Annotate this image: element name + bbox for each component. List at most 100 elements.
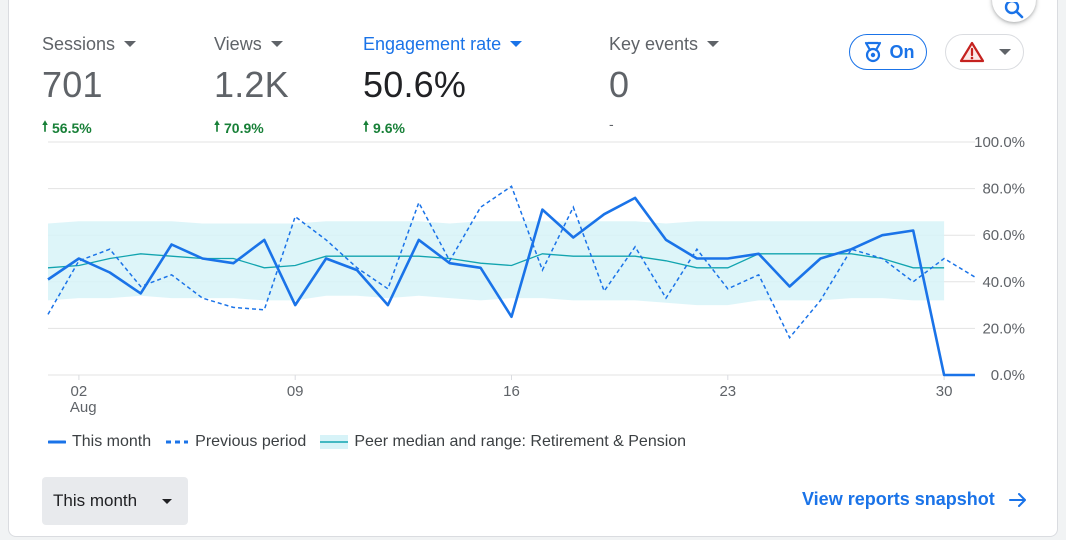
view-reports-snapshot-link[interactable]: View reports snapshot: [802, 489, 1027, 510]
previous-period-point: [77, 259, 81, 263]
previous-period-point: [201, 296, 205, 300]
legend-label: This month: [72, 433, 152, 450]
metric-views[interactable]: Views 1.2K 🠕 70.9%: [214, 32, 289, 140]
metric-label: Sessions: [42, 33, 116, 54]
peer-range-band: [48, 221, 945, 306]
x-tick-label: 30: [936, 383, 953, 400]
y-tick-label: 60.0%: [982, 227, 1025, 244]
dropdown-caret-icon: [998, 49, 1011, 55]
metric-delta-value: 70.9%: [224, 120, 264, 136]
this-month-point: [386, 303, 390, 307]
warning-menu-chip[interactable]: [945, 34, 1024, 70]
y-tick-label: 80.0%: [982, 181, 1025, 198]
metric-sessions[interactable]: Sessions 701 🠕 56.5%: [42, 32, 137, 140]
this-month-point: [911, 229, 915, 233]
x-tick-label: 09: [287, 383, 304, 400]
metric-label: Key events: [609, 33, 699, 54]
metric-delta: 🠕 9.6%: [363, 116, 522, 140]
legend-label: Peer median and range: Retirement & Pens…: [354, 433, 687, 450]
previous-period-line: [47, 185, 976, 340]
metric-delta-value: 56.5%: [52, 120, 92, 136]
previous-period-point: [788, 336, 792, 340]
this-month-point: [880, 233, 884, 237]
peer-median-line: [47, 253, 945, 269]
previous-period-point: [664, 296, 668, 300]
metric-delta-value: 9.6%: [373, 120, 405, 136]
this-month-line: [47, 196, 975, 377]
this-month-point: [973, 373, 977, 377]
legend-item-this-month[interactable]: This month: [48, 433, 151, 451]
previous-period-point: [479, 205, 483, 209]
arrow-up-icon: 🠕: [42, 118, 49, 134]
award-ribbon-icon: [864, 41, 881, 63]
arrow-up-icon: 🠕: [214, 118, 221, 134]
snapshot-link-label: View reports snapshot: [802, 489, 995, 509]
metric-delta: 🠕 70.9%: [214, 116, 289, 140]
arrow-right-icon: [1008, 492, 1026, 507]
metric-label: Views: [214, 33, 262, 54]
this-month-point: [633, 196, 637, 200]
previous-period-point: [386, 287, 390, 291]
previous-period-point: [571, 205, 575, 209]
dropdown-caret-icon[interactable]: [510, 41, 523, 47]
legend-item-previous-period[interactable]: Previous period: [165, 433, 306, 451]
x-tick-label: 02: [71, 383, 88, 400]
this-month-point: [788, 284, 792, 288]
engagement-rate-line-chart: 0.0% 20.0% 40.0% 60.0% 80.0% 100.0% 02 09 16 23 30…: [46, 134, 1025, 416]
this-month-point: [46, 277, 50, 281]
metric-value: 0: [609, 64, 630, 105]
previous-period-point: [355, 266, 359, 270]
previous-period-point: [231, 305, 235, 309]
metric-engagement-rate[interactable]: Engagement rate 50.6% 🠕 9.6%: [363, 32, 523, 140]
this-month-point: [540, 208, 544, 212]
previous-period-point: [108, 247, 112, 251]
solid-line-swatch-icon: [48, 440, 66, 444]
metric-value: 50.6%: [363, 64, 467, 105]
previous-period-point: [417, 201, 421, 205]
previous-period-point: [262, 308, 266, 312]
metric-key-events[interactable]: Key events 0 -: [609, 32, 720, 132]
previous-period-point: [695, 247, 699, 251]
previous-period-point: [911, 280, 915, 284]
warning-triangle-icon: [959, 41, 984, 63]
previous-period-point: [46, 312, 50, 316]
previous-period-point: [973, 275, 977, 279]
metric-delta-value: -: [609, 116, 614, 132]
this-month-point: [170, 243, 174, 247]
legend-label: Previous period: [195, 433, 307, 450]
metric-value: 701: [42, 64, 103, 105]
previous-period-point: [849, 247, 853, 251]
x-month-label: Aug: [70, 399, 97, 416]
dropdown-caret-icon[interactable]: [270, 41, 283, 47]
arrow-up-icon: 🠕: [363, 118, 370, 134]
this-month-point: [417, 238, 421, 242]
y-tick-label: 40.0%: [982, 274, 1025, 291]
this-month-point: [108, 270, 112, 274]
metric-value: 1.2K: [214, 64, 289, 105]
legend-item-peer-range[interactable]: Peer median and range: Retirement & Pens…: [320, 433, 686, 451]
y-tick-label: 0.0%: [991, 367, 1025, 384]
this-month-point: [139, 291, 143, 295]
this-month-point: [757, 252, 761, 256]
insights-toggle-label: On: [889, 41, 915, 62]
dropdown-caret-icon[interactable]: [124, 41, 137, 47]
this-month-point: [231, 261, 235, 265]
search-icon: [1004, 2, 1024, 19]
previous-period-point: [293, 215, 297, 219]
previous-period-point: [726, 287, 730, 291]
band-swatch-icon: [320, 435, 349, 449]
this-month-point: [819, 257, 823, 261]
metric-delta: -: [609, 116, 719, 132]
this-month-point: [695, 257, 699, 261]
previous-period-point: [757, 273, 761, 277]
search-button[interactable]: [992, 0, 1036, 22]
previous-period-point: [633, 245, 637, 249]
previous-period-point: [139, 284, 143, 288]
insights-toggle-chip[interactable]: On: [849, 34, 927, 70]
date-range-select[interactable]: This month: [42, 477, 188, 525]
previous-period-point: [170, 273, 174, 277]
dropdown-caret-icon[interactable]: [707, 41, 720, 47]
previous-period-point: [510, 184, 514, 188]
previous-period-point: [448, 259, 452, 263]
this-month-point: [664, 238, 668, 242]
